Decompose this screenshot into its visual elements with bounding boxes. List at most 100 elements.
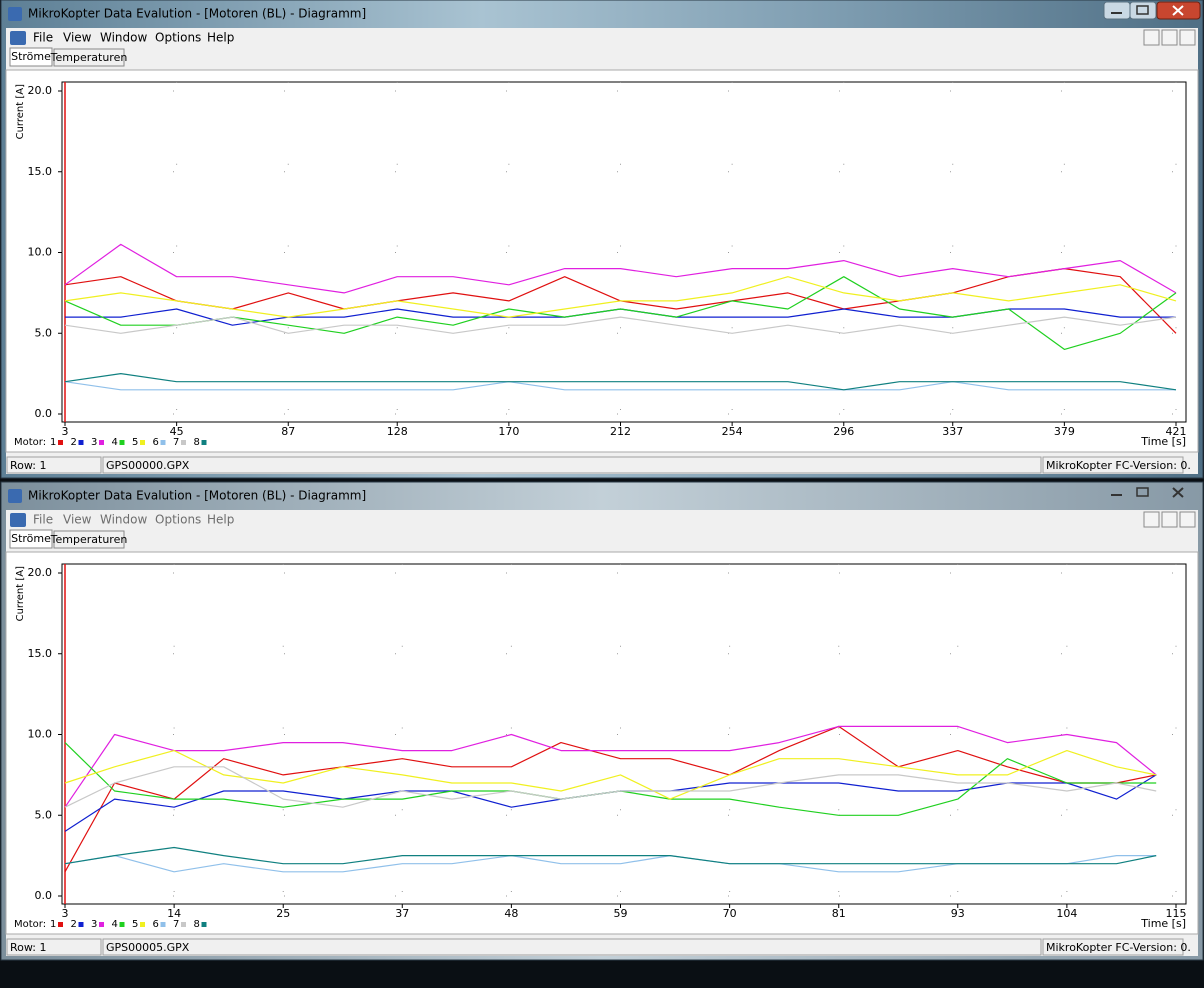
x-tick-label: 296	[833, 425, 854, 438]
close-glyph	[1172, 487, 1184, 498]
x-tick-label: 37	[395, 907, 409, 920]
y-tick-label: 20.0	[28, 566, 53, 579]
series-line	[64, 766, 1157, 808]
menu-item[interactable]: File	[33, 513, 53, 527]
x-tick-label: 254	[722, 425, 743, 438]
menu-item[interactable]: View	[63, 31, 92, 45]
legend-swatch	[119, 922, 125, 927]
menu-item[interactable]: Help	[207, 31, 234, 45]
series-line	[64, 276, 1177, 318]
series-line	[64, 846, 1157, 865]
legend-entry: 8	[194, 437, 200, 448]
menu-item[interactable]: Options	[155, 513, 201, 527]
x-tick-label: 115	[1166, 907, 1187, 920]
window: MikroKopter Data Evalution - [Motoren (B…	[0, 481, 1204, 961]
window: MikroKopter Data Evalution - [Motoren (B…	[0, 0, 1204, 479]
tab[interactable]	[53, 530, 125, 549]
status-panel	[6, 938, 102, 956]
mdi-icon	[10, 513, 26, 527]
y-tick-label: 10.0	[28, 728, 53, 741]
status-file: GPS00005.GPX	[106, 941, 190, 954]
mdi-button[interactable]	[1179, 511, 1196, 528]
legend-entry: 5	[132, 919, 138, 930]
y-tick-label: 5.0	[35, 808, 53, 821]
x-tick-label: 48	[504, 907, 518, 920]
legend-entry: 6	[153, 437, 159, 448]
mdi-button[interactable]	[1161, 29, 1178, 46]
x-tick-label: 59	[614, 907, 628, 920]
tab-label: Ströme	[11, 50, 51, 63]
legend-swatch	[78, 922, 84, 927]
legend-entry: 2	[71, 919, 77, 930]
y-axis-label: Current [A]	[15, 84, 26, 139]
legend-swatch	[201, 440, 207, 445]
series-line	[64, 381, 1176, 391]
legend-entry: 1	[50, 919, 56, 930]
y-tick-label: 20.0	[28, 84, 53, 97]
x-tick-label: 93	[951, 907, 965, 920]
status-panel	[102, 938, 1042, 956]
legend-entry: 4	[112, 437, 118, 448]
x-tick-label: 81	[832, 907, 846, 920]
y-tick-label: 15.0	[28, 165, 53, 178]
status-panel	[6, 456, 102, 474]
x-tick-label: 14	[167, 907, 181, 920]
menu-item[interactable]: Window	[100, 513, 148, 527]
legend-swatch	[181, 440, 186, 445]
tab-label: Ströme	[11, 532, 51, 545]
legend-entry: 6	[153, 919, 159, 930]
mdi-button[interactable]	[1179, 29, 1196, 46]
x-tick-label: 337	[942, 425, 963, 438]
tab[interactable]	[9, 47, 53, 67]
mdi-button[interactable]	[1161, 511, 1178, 528]
menu-item[interactable]: Window	[100, 31, 148, 45]
app-icon	[8, 489, 22, 503]
x-tick-label: 212	[610, 425, 631, 438]
x-tick-label: 104	[1056, 907, 1077, 920]
x-tick-label: 128	[387, 425, 408, 438]
x-tick-label: 70	[723, 907, 737, 920]
status-bar	[6, 938, 1198, 956]
legend-swatch	[160, 922, 166, 927]
status-panel	[102, 456, 1042, 474]
plot-area	[61, 563, 1187, 905]
menu-item[interactable]: File	[33, 31, 53, 45]
menu-item[interactable]: Help	[207, 513, 234, 527]
window-title: MikroKopter Data Evalution - [Motoren (B…	[28, 489, 366, 503]
app-icon	[8, 7, 22, 21]
mdi-button[interactable]	[1143, 29, 1160, 46]
legend-swatch	[140, 922, 145, 927]
tab[interactable]	[53, 48, 125, 67]
legend-swatch	[181, 922, 186, 927]
menu-item[interactable]: View	[63, 513, 92, 527]
legend-entry: 3	[91, 919, 97, 930]
series-line	[64, 373, 1177, 391]
legend-swatch	[58, 922, 63, 927]
x-axis-label: Time [s]	[1140, 435, 1186, 448]
series-line	[64, 316, 1177, 334]
x-tick-label: 3	[62, 907, 69, 920]
legend-swatch	[140, 440, 145, 445]
mdi-button[interactable]	[1143, 511, 1160, 528]
x-tick-label: 45	[170, 425, 184, 438]
series-line	[64, 276, 1177, 350]
y-tick-label: 10.0	[28, 246, 53, 259]
status-row: Row: 1	[10, 459, 46, 472]
legend-entry: 4	[112, 919, 118, 930]
maximize-button[interactable]	[1129, 1, 1157, 20]
maximize-glyph	[1136, 487, 1149, 497]
tab[interactable]	[9, 529, 53, 549]
y-tick-label: 5.0	[35, 326, 53, 339]
legend-entry: 8	[194, 919, 200, 930]
x-tick-label: 25	[276, 907, 290, 920]
series-line	[64, 725, 1157, 808]
plot-area	[61, 81, 1187, 423]
status-version: MikroKopter FC-Version: 0.	[1046, 941, 1191, 954]
x-tick-label: 87	[281, 425, 295, 438]
legend-swatch	[99, 440, 104, 445]
menu-item[interactable]: Options	[155, 31, 201, 45]
tab-label: Temperaturen	[50, 533, 128, 546]
legend-swatch	[119, 440, 125, 445]
minimize-button[interactable]	[1103, 1, 1131, 20]
status-panel	[1042, 938, 1184, 956]
